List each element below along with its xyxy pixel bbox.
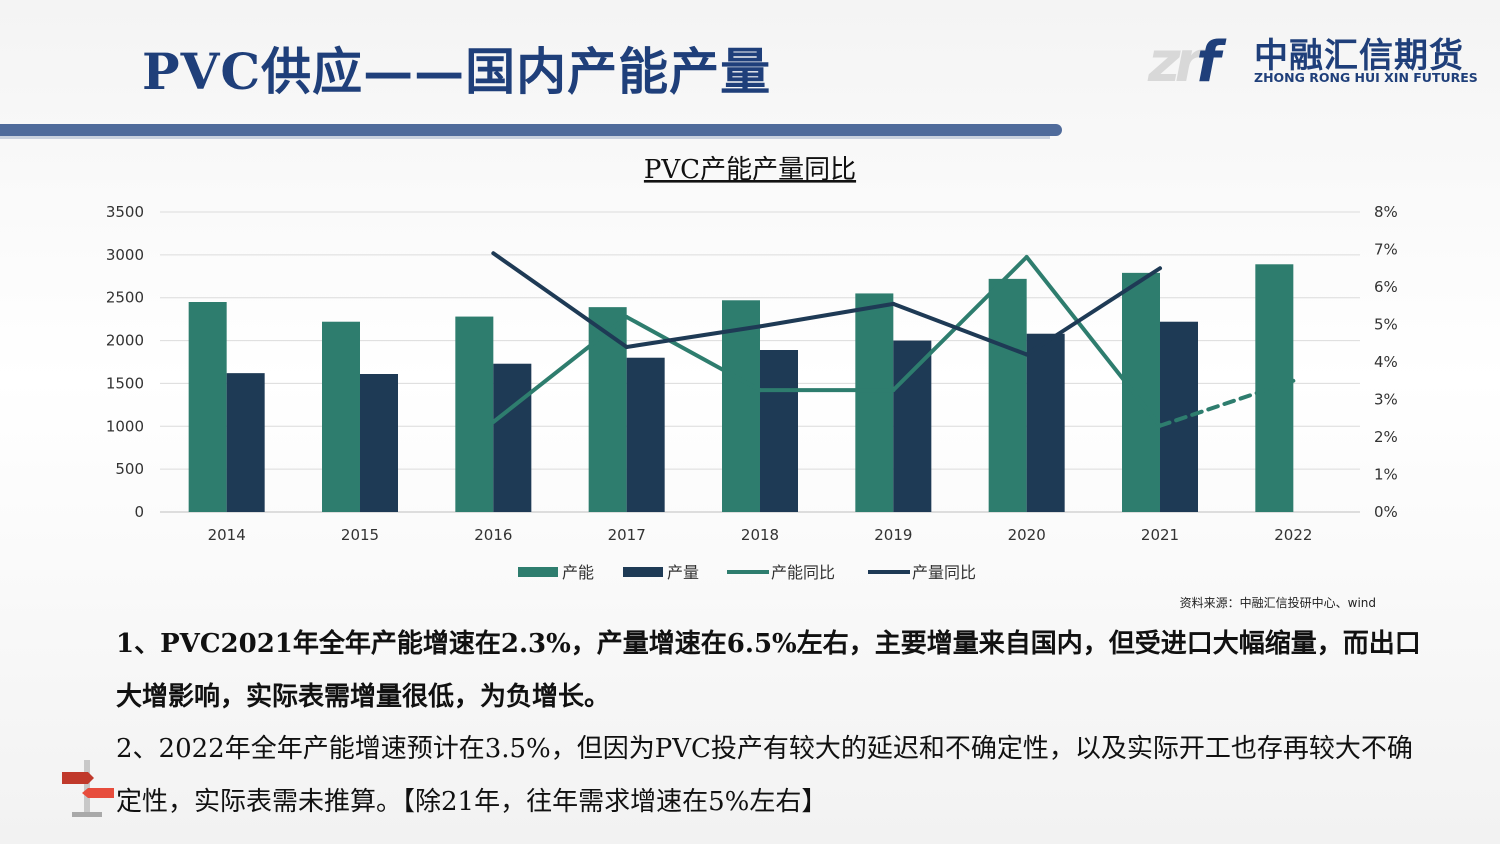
legend-swatch xyxy=(518,567,558,577)
bar-output xyxy=(760,350,798,512)
x-axis-ticks: 2014 2015 2016 2017 2018 2019 2020 2021 2022 xyxy=(208,526,1313,544)
left-tick-label: 1000 xyxy=(106,417,144,435)
x-tick-label: 2018 xyxy=(741,526,779,544)
line-segment-output-yoy xyxy=(1024,266,1162,357)
left-axis-ticks: 0 500 1000 1500 2000 2500 3000 3500 xyxy=(106,203,144,521)
x-tick-label: 2015 xyxy=(341,526,379,544)
company-logo: zrf 中融汇信期货 ZHONG RONG HUI XIN FUTURES xyxy=(1148,18,1478,95)
legend-swatch xyxy=(623,567,663,577)
bar-capacity xyxy=(855,293,894,512)
bar-output xyxy=(893,340,932,512)
capacity-output-chart: PVC产能产量同比 0 500 1000 1500 2000 2500 3000 3500 0… xyxy=(106,155,1398,582)
bar-capacity xyxy=(988,278,1027,512)
logo-chinese-name: 中融汇信期货 xyxy=(1254,36,1464,76)
x-tick-label: 2014 xyxy=(208,526,246,544)
right-tick-label: 1% xyxy=(1374,466,1398,484)
slide-title: PVC供应——国内产能产量 xyxy=(142,42,772,101)
line-segment-output-yoy xyxy=(758,301,896,329)
right-tick-label: 0% xyxy=(1374,503,1398,521)
paragraph-2: 2、2022年全年产能增速预计在3.5%，但因为PVC投产有较大的延迟和不确定性… xyxy=(116,734,1413,817)
right-tick-label: 2% xyxy=(1374,428,1398,446)
bar-series xyxy=(188,264,1294,512)
right-tick-label: 4% xyxy=(1374,353,1398,371)
left-tick-label: 2000 xyxy=(106,332,144,350)
chart-title: PVC产能产量同比 xyxy=(644,155,856,185)
line-segment-output-yoy xyxy=(891,301,1029,357)
x-tick-label: 2021 xyxy=(1141,526,1179,544)
left-tick-label: 2500 xyxy=(106,289,144,307)
x-tick-label: 2022 xyxy=(1274,526,1312,544)
bar-capacity xyxy=(455,316,494,512)
line-segment-capacity-yoy xyxy=(1158,378,1296,428)
right-tick-label: 5% xyxy=(1374,316,1398,334)
line-segment-output-yoy xyxy=(491,251,629,349)
bar-output xyxy=(493,363,532,512)
source-note: 资料来源：中融汇信投研中心、wind xyxy=(1179,596,1376,610)
x-tick-label: 2020 xyxy=(1008,526,1046,544)
right-axis-ticks: 0% 1% 2% 3% 4% 5% 6% 7% 8% xyxy=(1374,203,1398,521)
bar-capacity xyxy=(188,302,227,512)
line-segment-capacity-yoy xyxy=(491,315,629,424)
title-underline-bar xyxy=(0,124,1062,136)
bar-capacity xyxy=(322,321,360,512)
x-tick-label: 2016 xyxy=(474,526,512,544)
legend-label: 产能同比 xyxy=(771,563,835,582)
paragraph-1: 1、PVC2021年全年产能增速在2.3%，产量增速在6.5%左右，主要增量来自… xyxy=(116,629,1421,712)
signpost-icon xyxy=(62,760,114,817)
line-segment-capacity-yoy xyxy=(1024,255,1162,428)
bar-output xyxy=(1160,321,1198,512)
x-tick-label: 2019 xyxy=(874,526,912,544)
chart-legend: 产能 产量 产能同比 产量同比 xyxy=(518,563,976,582)
left-tick-label: 0 xyxy=(134,503,144,521)
right-tick-label: 7% xyxy=(1374,241,1398,259)
bar-output xyxy=(626,357,665,512)
left-tick-label: 500 xyxy=(115,460,144,478)
legend-label: 产量同比 xyxy=(912,563,976,582)
line-segment-output-yoy xyxy=(624,324,762,349)
right-tick-label: 8% xyxy=(1374,203,1398,221)
left-tick-label: 3500 xyxy=(106,203,144,221)
bar-output xyxy=(1026,333,1065,512)
legend-label: 产量 xyxy=(667,563,699,582)
line-segment-capacity-yoy xyxy=(891,255,1029,393)
bar-capacity xyxy=(588,307,627,512)
right-tick-label: 6% xyxy=(1374,278,1398,296)
line-series xyxy=(491,251,1296,428)
line-segment-capacity-yoy xyxy=(624,315,762,393)
logo-mark: zrf xyxy=(1148,30,1221,95)
x-tick-label: 2017 xyxy=(608,526,646,544)
title-underline-shadow xyxy=(0,136,1050,139)
logo-english-name: ZHONG RONG HUI XIN FUTURES xyxy=(1254,70,1478,85)
left-tick-label: 3000 xyxy=(106,246,144,264)
bar-capacity xyxy=(1122,272,1160,512)
bar-output xyxy=(360,374,398,512)
right-tick-label: 3% xyxy=(1374,391,1398,409)
bar-output xyxy=(226,373,265,512)
bar-capacity xyxy=(722,300,760,512)
legend-label: 产能 xyxy=(562,563,594,582)
left-tick-label: 1500 xyxy=(106,374,144,392)
